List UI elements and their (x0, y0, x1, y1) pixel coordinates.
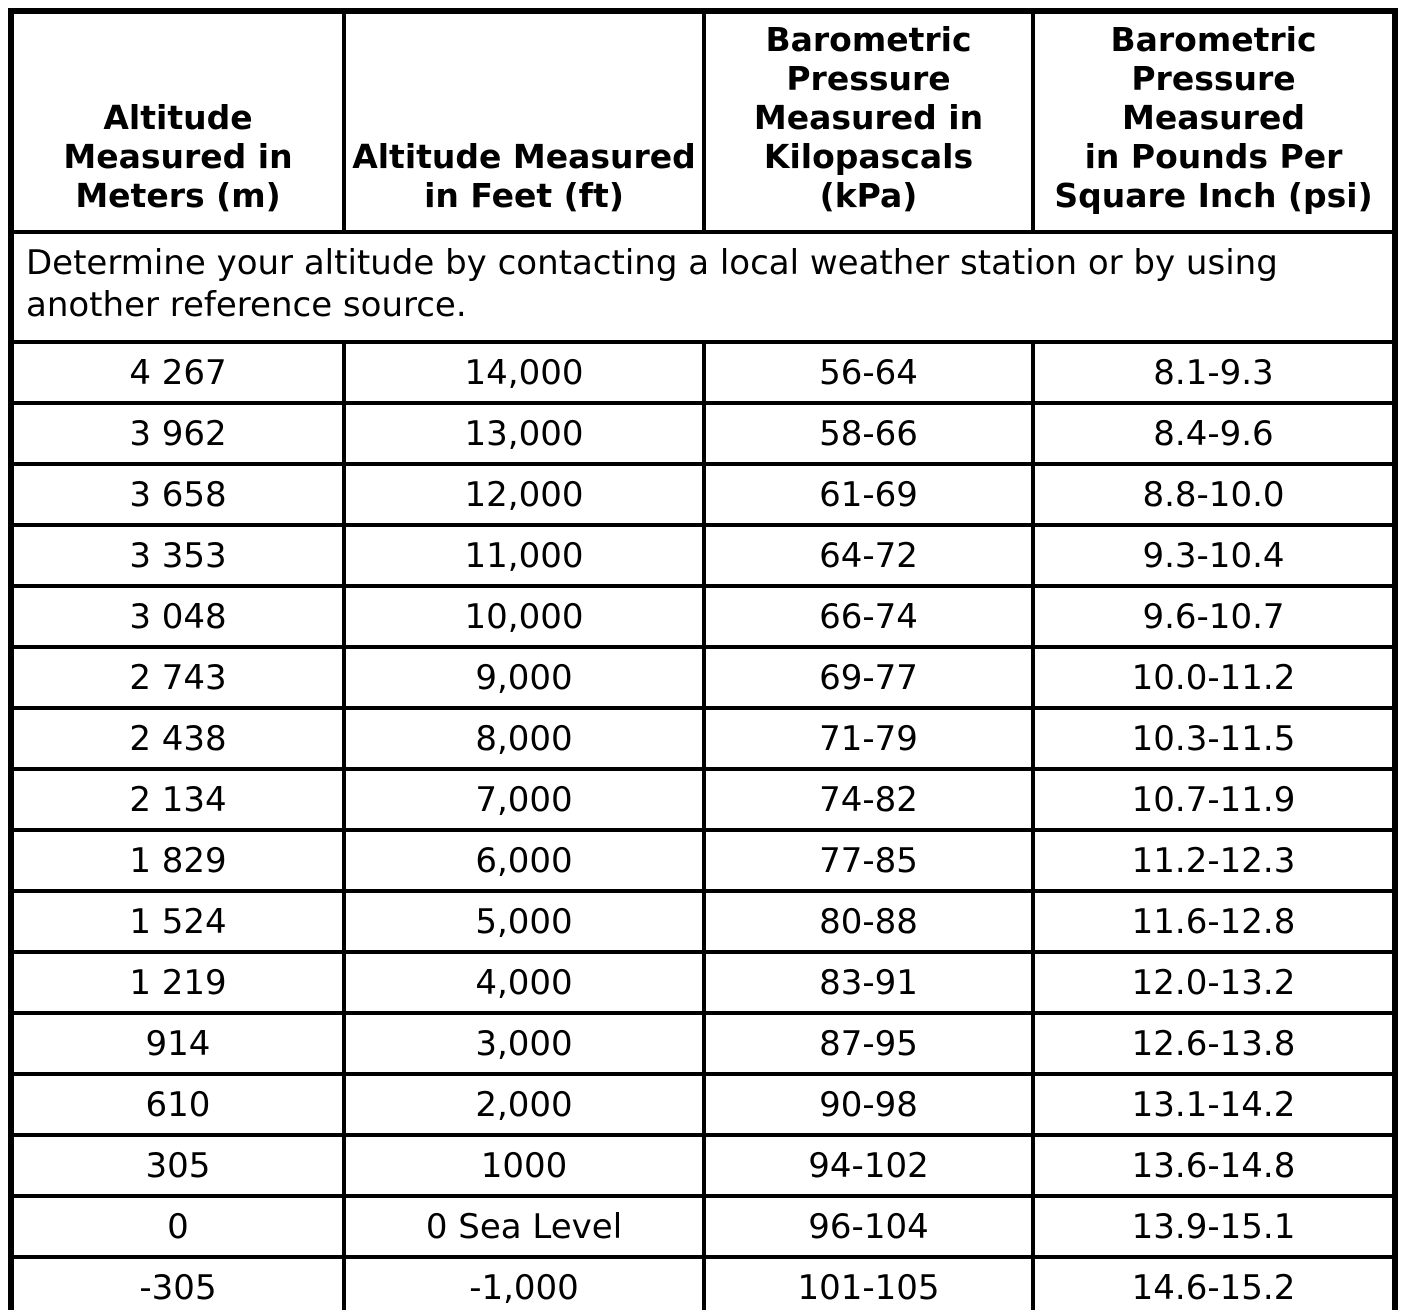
cell-altitude-meters: 4 267 (9, 340, 346, 405)
table-row: 1 524 5,000 80-88 11.6-12.8 (9, 889, 1397, 954)
cell-pressure-psi: 11.6-12.8 (1031, 889, 1397, 954)
cell-pressure-psi: 9.3-10.4 (1031, 523, 1397, 588)
cell-pressure-psi: 8.8-10.0 (1031, 462, 1397, 527)
altitude-pressure-table: Altitude Measured in Meters (m) Altitude… (8, 8, 1398, 1310)
cell-altitude-feet: 14,000 (342, 340, 706, 405)
table-row: 2 134 7,000 74-82 10.7-11.9 (9, 767, 1397, 832)
table-body: Determine your altitude by contacting a … (9, 230, 1397, 1310)
cell-pressure-kpa: 90-98 (702, 1072, 1035, 1137)
table-row: 3 048 10,000 66-74 9.6-10.7 (9, 584, 1397, 649)
cell-pressure-psi: 8.4-9.6 (1031, 401, 1397, 466)
cell-altitude-feet: 9,000 (342, 645, 706, 710)
table-row: 4 267 14,000 56-64 8.1-9.3 (9, 340, 1397, 405)
column-header-pressure-kpa: Barometric Pressure Measured in Kilopasc… (702, 9, 1035, 234)
cell-pressure-kpa: 101-105 (702, 1255, 1035, 1310)
cell-pressure-psi: 10.0-11.2 (1031, 645, 1397, 710)
cell-pressure-kpa: 71-79 (702, 706, 1035, 771)
cell-altitude-feet: 11,000 (342, 523, 706, 588)
table-row: 2 438 8,000 71-79 10.3-11.5 (9, 706, 1397, 771)
cell-altitude-meters: 1 524 (9, 889, 346, 954)
cell-altitude-meters: 1 829 (9, 828, 346, 893)
table-row: 914 3,000 87-95 12.6-13.8 (9, 1011, 1397, 1076)
cell-altitude-feet: 13,000 (342, 401, 706, 466)
cell-pressure-psi: 12.0-13.2 (1031, 950, 1397, 1015)
cell-altitude-feet: 6,000 (342, 828, 706, 893)
cell-pressure-psi: 13.9-15.1 (1031, 1194, 1397, 1259)
cell-altitude-feet: 12,000 (342, 462, 706, 527)
cell-altitude-meters: 3 658 (9, 462, 346, 527)
cell-pressure-psi: 9.6-10.7 (1031, 584, 1397, 649)
cell-altitude-feet: 0 Sea Level (342, 1194, 706, 1259)
cell-altitude-meters: 914 (9, 1011, 346, 1076)
table-row: 610 2,000 90-98 13.1-14.2 (9, 1072, 1397, 1137)
cell-altitude-meters: -305 (9, 1255, 346, 1310)
cell-altitude-feet: 2,000 (342, 1072, 706, 1137)
column-header-pressure-psi: Barometric Pressure Measured in Pounds P… (1031, 9, 1397, 234)
cell-pressure-kpa: 83-91 (702, 950, 1035, 1015)
cell-pressure-kpa: 80-88 (702, 889, 1035, 954)
cell-altitude-feet: 1000 (342, 1133, 706, 1198)
cell-pressure-kpa: 77-85 (702, 828, 1035, 893)
cell-pressure-psi: 10.7-11.9 (1031, 767, 1397, 832)
cell-pressure-kpa: 96-104 (702, 1194, 1035, 1259)
table-row: 3 353 11,000 64-72 9.3-10.4 (9, 523, 1397, 588)
table-row: -305 -1,000 101-105 14.6-15.2 (9, 1255, 1397, 1310)
cell-pressure-psi: 14.6-15.2 (1031, 1255, 1397, 1310)
table-row: 1 829 6,000 77-85 11.2-12.3 (9, 828, 1397, 893)
cell-altitude-meters: 3 962 (9, 401, 346, 466)
table-row: 3 658 12,000 61-69 8.8-10.0 (9, 462, 1397, 527)
cell-altitude-meters: 2 438 (9, 706, 346, 771)
cell-pressure-kpa: 66-74 (702, 584, 1035, 649)
cell-pressure-psi: 8.1-9.3 (1031, 340, 1397, 405)
column-header-altitude-feet: Altitude Measured in Feet (ft) (342, 9, 706, 234)
cell-altitude-meters: 3 353 (9, 523, 346, 588)
table-row: 2 743 9,000 69-77 10.0-11.2 (9, 645, 1397, 710)
cell-pressure-kpa: 64-72 (702, 523, 1035, 588)
cell-pressure-kpa: 87-95 (702, 1011, 1035, 1076)
header-row: Altitude Measured in Meters (m) Altitude… (9, 9, 1397, 234)
table-row: 1 219 4,000 83-91 12.0-13.2 (9, 950, 1397, 1015)
cell-altitude-meters: 2 743 (9, 645, 346, 710)
table-row: 305 1000 94-102 13.6-14.8 (9, 1133, 1397, 1198)
cell-pressure-kpa: 69-77 (702, 645, 1035, 710)
cell-pressure-psi: 10.3-11.5 (1031, 706, 1397, 771)
table-row: 0 0 Sea Level 96-104 13.9-15.1 (9, 1194, 1397, 1259)
cell-pressure-psi: 13.6-14.8 (1031, 1133, 1397, 1198)
cell-altitude-feet: 10,000 (342, 584, 706, 649)
cell-altitude-feet: -1,000 (342, 1255, 706, 1310)
cell-altitude-feet: 5,000 (342, 889, 706, 954)
cell-altitude-feet: 4,000 (342, 950, 706, 1015)
table-row: 3 962 13,000 58-66 8.4-9.6 (9, 401, 1397, 466)
cell-altitude-meters: 2 134 (9, 767, 346, 832)
cell-pressure-psi: 13.1-14.2 (1031, 1072, 1397, 1137)
cell-altitude-meters: 610 (9, 1072, 346, 1137)
column-header-altitude-meters: Altitude Measured in Meters (m) (9, 9, 346, 234)
cell-pressure-kpa: 94-102 (702, 1133, 1035, 1198)
cell-altitude-meters: 305 (9, 1133, 346, 1198)
cell-altitude-feet: 7,000 (342, 767, 706, 832)
cell-pressure-kpa: 61-69 (702, 462, 1035, 527)
cell-pressure-psi: 12.6-13.8 (1031, 1011, 1397, 1076)
cell-pressure-psi: 11.2-12.3 (1031, 828, 1397, 893)
note-row: Determine your altitude by contacting a … (9, 230, 1397, 344)
cell-altitude-meters: 1 219 (9, 950, 346, 1015)
cell-altitude-feet: 8,000 (342, 706, 706, 771)
cell-pressure-kpa: 56-64 (702, 340, 1035, 405)
cell-pressure-kpa: 74-82 (702, 767, 1035, 832)
altitude-note-text: Determine your altitude by contacting a … (9, 230, 1397, 344)
cell-altitude-meters: 3 048 (9, 584, 346, 649)
cell-altitude-meters: 0 (9, 1194, 346, 1259)
cell-altitude-feet: 3,000 (342, 1011, 706, 1076)
cell-pressure-kpa: 58-66 (702, 401, 1035, 466)
